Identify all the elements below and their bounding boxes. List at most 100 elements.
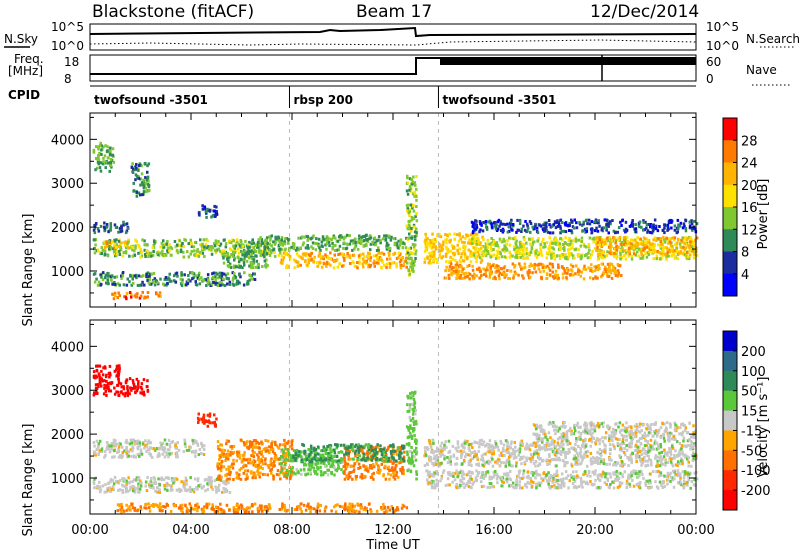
data-cell xyxy=(354,474,358,478)
data-cell xyxy=(564,230,568,234)
data-cell xyxy=(220,448,224,452)
data-cell xyxy=(148,274,151,278)
data-cell xyxy=(228,262,232,266)
data-cell xyxy=(624,243,627,247)
data-cell xyxy=(117,445,121,449)
data-cell xyxy=(110,487,113,491)
data-cell xyxy=(556,254,559,258)
data-cell xyxy=(352,253,356,257)
data-cell xyxy=(242,465,245,469)
data-cell xyxy=(569,263,573,267)
data-cell xyxy=(598,255,602,259)
data-cell xyxy=(494,244,497,247)
data-cell xyxy=(229,453,232,457)
data-cell xyxy=(127,246,130,250)
data-cell xyxy=(284,247,287,251)
data-cell xyxy=(415,227,418,231)
data-cell xyxy=(677,251,681,255)
data-cell xyxy=(244,477,247,481)
data-cell xyxy=(256,470,260,474)
data-cell xyxy=(272,464,276,468)
data-cell xyxy=(387,243,390,247)
data-cell xyxy=(392,473,396,477)
data-cell xyxy=(144,444,147,448)
data-cell xyxy=(239,438,243,442)
data-cell xyxy=(523,238,526,241)
data-cell xyxy=(484,222,487,226)
data-cell xyxy=(269,463,272,467)
data-cell xyxy=(632,246,636,250)
data-cell xyxy=(362,445,365,449)
data-cell xyxy=(232,239,235,243)
data-cell xyxy=(393,449,397,453)
data-cell xyxy=(506,222,509,226)
data-cell xyxy=(373,241,376,245)
data-cell xyxy=(601,253,604,257)
data-cell xyxy=(137,176,140,180)
data-cell xyxy=(539,224,543,228)
data-cell xyxy=(199,238,202,242)
data-cell xyxy=(324,243,327,247)
data-cell xyxy=(185,448,189,452)
data-cell xyxy=(642,248,645,252)
data-cell xyxy=(175,243,179,247)
data-cell xyxy=(138,454,141,458)
data-cell xyxy=(309,449,312,453)
data-cell xyxy=(390,235,393,239)
data-cell xyxy=(289,459,292,463)
data-cell xyxy=(119,479,122,483)
data-cell xyxy=(360,237,363,241)
data-cell xyxy=(485,242,489,246)
data-cell xyxy=(543,221,547,225)
data-cell xyxy=(265,236,269,240)
data-cell xyxy=(362,252,365,256)
data-cell xyxy=(631,222,635,226)
data-cell xyxy=(470,239,474,243)
data-cell xyxy=(247,510,251,514)
data-cell xyxy=(97,162,101,166)
nsearch-tick-top: 10^5 xyxy=(706,20,739,34)
data-cell xyxy=(338,459,341,463)
data-cell xyxy=(601,243,605,247)
data-cell xyxy=(603,238,606,242)
data-cell xyxy=(537,237,540,241)
data-cell xyxy=(284,473,287,477)
data-cell xyxy=(450,271,453,275)
data-cell xyxy=(315,451,318,455)
data-cell xyxy=(397,255,400,259)
data-cell xyxy=(461,270,464,274)
data-cell xyxy=(306,244,309,247)
data-cell xyxy=(227,277,230,281)
data-cell xyxy=(163,450,166,454)
data-cell xyxy=(327,262,330,266)
data-cell xyxy=(135,377,139,381)
data-cell xyxy=(595,266,598,270)
data-cell xyxy=(389,450,393,453)
data-cell xyxy=(489,265,492,269)
data-cell xyxy=(365,468,368,472)
data-cell xyxy=(105,281,108,285)
data-cell xyxy=(661,249,665,253)
data-cell xyxy=(673,249,676,253)
data-cell xyxy=(652,250,655,254)
data-cell xyxy=(157,294,161,298)
data-cell xyxy=(156,490,159,494)
data-cell xyxy=(569,239,573,243)
data-cell xyxy=(213,244,217,248)
data-cell xyxy=(266,439,270,443)
data-cell xyxy=(284,237,287,241)
data-cell xyxy=(497,274,501,278)
data-cell xyxy=(476,250,480,254)
data-cell xyxy=(268,445,271,449)
data-cell xyxy=(432,259,435,262)
data-cell xyxy=(411,182,414,186)
data-cell xyxy=(645,223,649,227)
data-cell xyxy=(399,238,403,242)
data-cell xyxy=(476,236,480,240)
data-cell xyxy=(163,277,167,281)
data-cell xyxy=(139,448,143,452)
data-cell xyxy=(497,265,501,269)
data-cell xyxy=(393,452,396,456)
data-cell xyxy=(112,440,116,444)
data-cell xyxy=(345,449,348,453)
